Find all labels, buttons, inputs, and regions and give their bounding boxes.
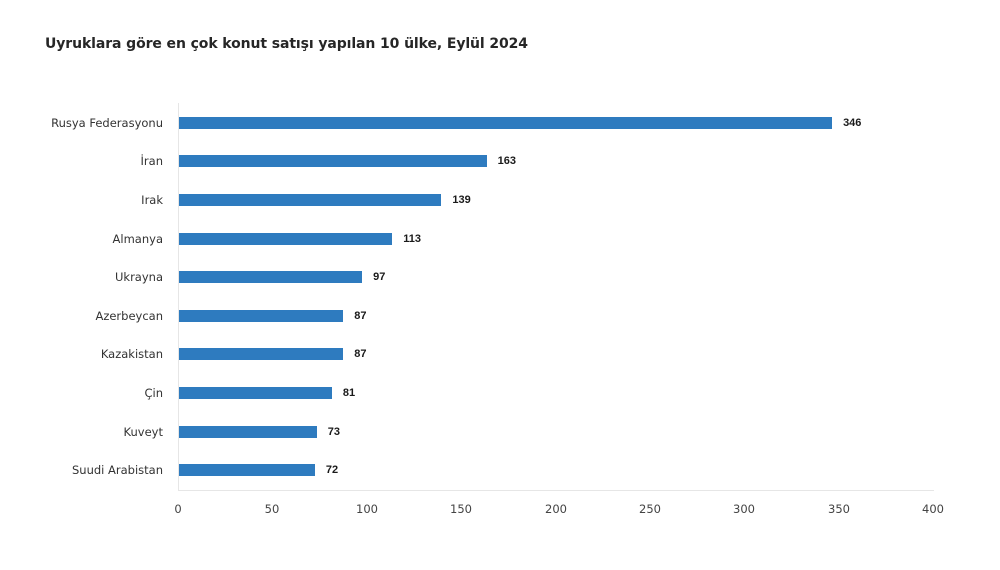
- bar: [179, 117, 833, 129]
- y-axis-line: [178, 103, 179, 491]
- bar-row: Çin 81: [0, 386, 1000, 400]
- category-label: Rusya Federasyonu: [51, 116, 163, 130]
- value-label: 163: [497, 155, 517, 167]
- x-tick-label: 0: [174, 502, 182, 516]
- bar: [179, 155, 487, 167]
- chart-title: Uyruklara göre en çok konut satışı yapıl…: [45, 36, 528, 52]
- bar-row: İran 163: [0, 154, 1000, 168]
- bar-row: Ukrayna 97: [0, 270, 1000, 284]
- x-tick-label: 350: [828, 502, 850, 516]
- x-tick-label: 200: [545, 502, 567, 516]
- value-label: 73: [327, 426, 341, 438]
- category-label: Çin: [144, 386, 163, 400]
- value-label: 139: [452, 194, 471, 206]
- bar-row: Suudi Arabistan 72: [0, 463, 1000, 477]
- x-tick-label: 100: [356, 502, 378, 516]
- bar-row: Rusya Federasyonu 346: [0, 116, 1000, 130]
- x-tick-label: 300: [733, 502, 755, 516]
- value-label: 81: [342, 387, 356, 399]
- x-tick-label: 250: [639, 502, 661, 516]
- value-label: 113: [403, 233, 422, 245]
- value-label: 97: [373, 271, 386, 283]
- bar: [179, 233, 393, 245]
- bar: [179, 464, 315, 476]
- bar: [179, 348, 344, 360]
- category-label: Suudi Arabistan: [71, 463, 163, 477]
- bar: [179, 271, 363, 283]
- bar: [179, 387, 332, 399]
- value-label: 346: [843, 117, 862, 129]
- category-label: Ukrayna: [115, 270, 163, 284]
- category-label: Azerbeycan: [95, 309, 163, 323]
- bar: [179, 310, 344, 322]
- x-tick-label: 50: [264, 502, 280, 516]
- bar-row: Azerbeycan 87: [0, 309, 1000, 323]
- category-label: Kazakistan: [100, 347, 163, 361]
- value-label: 72: [325, 464, 339, 476]
- category-label: Almanya: [112, 232, 163, 246]
- value-label: 87: [354, 310, 367, 322]
- bar: [179, 426, 317, 438]
- bar-row: Almanya 113: [0, 232, 1000, 246]
- category-label: İran: [140, 154, 163, 168]
- bar-row: Kuveyt 73: [0, 425, 1000, 439]
- bar: [179, 194, 442, 206]
- x-tick-label: 400: [922, 502, 944, 516]
- bar-row: Kazakistan 87: [0, 347, 1000, 361]
- value-label: 87: [354, 348, 367, 360]
- category-label: Kuveyt: [123, 425, 163, 439]
- category-label: Irak: [141, 193, 163, 207]
- x-tick-label: 150: [450, 502, 472, 516]
- bar-row: Irak 139: [0, 193, 1000, 207]
- x-axis-line: [178, 490, 934, 491]
